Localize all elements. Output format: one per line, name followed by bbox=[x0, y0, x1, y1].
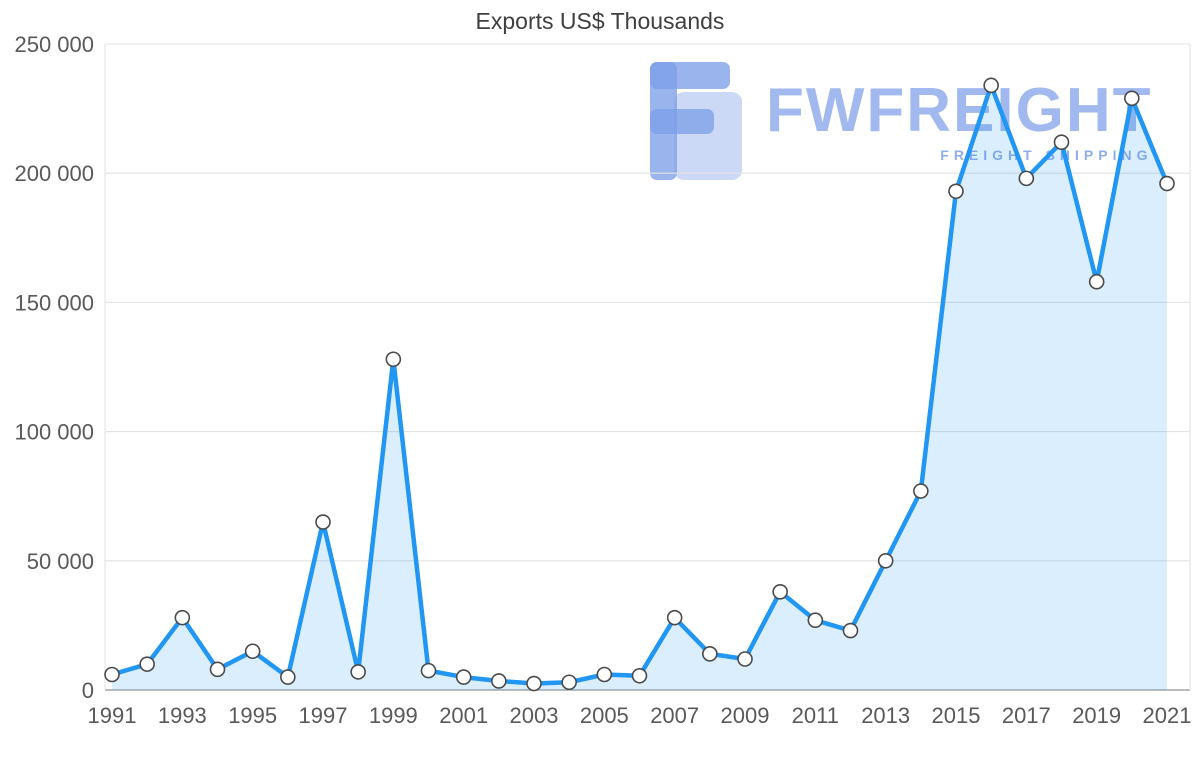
data-point-marker[interactable] bbox=[139, 656, 155, 672]
y-axis-label: 100 000 bbox=[14, 420, 94, 445]
x-axis-label: 2007 bbox=[650, 703, 699, 728]
x-axis-label: 2017 bbox=[1002, 703, 1051, 728]
y-axis-label: 150 000 bbox=[14, 290, 94, 315]
data-point-marker[interactable] bbox=[666, 609, 683, 626]
x-axis-label: 1991 bbox=[88, 703, 137, 728]
data-point-marker[interactable] bbox=[420, 662, 437, 679]
chart-title: Exports US$ Thousands bbox=[475, 8, 725, 34]
x-axis-label: 2001 bbox=[439, 703, 488, 728]
data-point-marker[interactable] bbox=[280, 669, 296, 685]
x-axis-label: 2013 bbox=[861, 703, 910, 728]
data-point-marker[interactable] bbox=[1018, 170, 1035, 187]
y-axis-label: 0 bbox=[82, 678, 94, 703]
data-point-markers bbox=[104, 77, 1175, 692]
x-axis-label: 2019 bbox=[1072, 703, 1121, 728]
data-point-marker[interactable] bbox=[491, 673, 507, 689]
data-point-marker[interactable] bbox=[772, 584, 788, 600]
data-point-marker[interactable] bbox=[983, 77, 999, 94]
x-axis-label: 1995 bbox=[228, 703, 277, 728]
watermark-tagline: FREIGHT SHIPPING bbox=[940, 146, 1153, 163]
data-point-marker[interactable] bbox=[596, 666, 613, 683]
x-axis-labels: 1991 1993 1995 1997 1999 2001 2003 2005 2007 2009… bbox=[88, 703, 1192, 728]
x-axis-label: 2021 bbox=[1143, 703, 1192, 728]
fwfreight-logo-icon bbox=[650, 62, 742, 180]
x-axis-label: 1999 bbox=[369, 703, 418, 728]
data-point-marker[interactable] bbox=[1053, 134, 1070, 150]
data-point-marker[interactable] bbox=[1159, 175, 1175, 192]
data-point-marker[interactable] bbox=[244, 643, 261, 660]
series-area-fill bbox=[112, 85, 1167, 691]
x-axis-label: 1993 bbox=[158, 703, 207, 728]
data-point-marker[interactable] bbox=[877, 552, 894, 569]
data-point-marker[interactable] bbox=[526, 675, 542, 692]
data-point-marker[interactable] bbox=[455, 669, 472, 685]
data-point-marker[interactable] bbox=[807, 612, 824, 629]
data-point-marker[interactable] bbox=[385, 351, 402, 368]
data-point-marker[interactable] bbox=[104, 666, 120, 683]
data-point-marker[interactable] bbox=[737, 651, 753, 667]
x-axis-label: 1997 bbox=[299, 703, 348, 728]
x-axis-label: 2009 bbox=[721, 703, 770, 728]
data-point-marker[interactable] bbox=[315, 514, 331, 530]
y-gridlines bbox=[105, 43, 1190, 691]
data-point-marker[interactable] bbox=[948, 183, 964, 200]
watermark-text: FWFREIGHT FREIGHT SHIPPING bbox=[766, 75, 1153, 163]
y-axis-label: 200 000 bbox=[14, 161, 94, 186]
x-axis-label: 2005 bbox=[580, 703, 629, 728]
data-point-marker[interactable] bbox=[913, 483, 929, 499]
x-axis-label: 2003 bbox=[510, 703, 559, 728]
data-point-marker[interactable] bbox=[1088, 273, 1105, 290]
data-point-marker[interactable] bbox=[350, 664, 366, 680]
x-axis-label: 2015 bbox=[932, 703, 981, 728]
y-axis-labels: 0 50 000 100 000 150 000 200 000 250 000 bbox=[14, 32, 94, 703]
data-point-marker[interactable] bbox=[702, 646, 718, 662]
y-axis-label: 250 000 bbox=[14, 32, 94, 57]
data-point-marker[interactable] bbox=[842, 622, 859, 639]
data-point-marker[interactable] bbox=[174, 609, 191, 626]
data-point-marker[interactable] bbox=[631, 667, 648, 684]
y-axis-label: 50 000 bbox=[27, 549, 94, 574]
x-axis-label: 2011 bbox=[792, 703, 839, 728]
watermark-brand: FWFREIGHT bbox=[766, 75, 1153, 145]
data-point-marker[interactable] bbox=[209, 661, 226, 678]
watermark: FWFREIGHT FREIGHT SHIPPING bbox=[650, 62, 1153, 180]
data-point-marker[interactable] bbox=[1124, 90, 1140, 107]
data-point-marker[interactable] bbox=[561, 674, 577, 691]
